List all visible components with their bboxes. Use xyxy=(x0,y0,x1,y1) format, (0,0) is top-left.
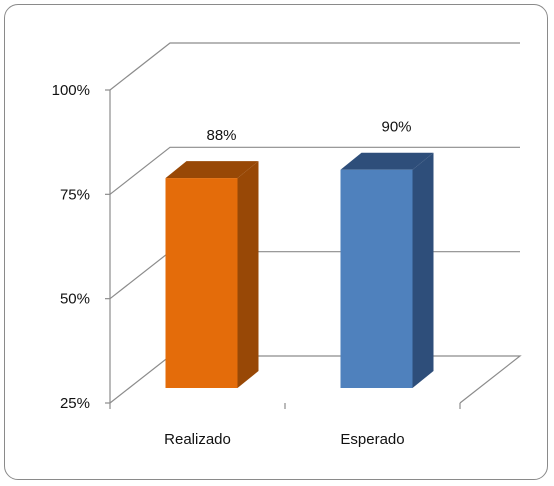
bar-top-face xyxy=(340,152,434,170)
labels: 88% Realizado 90% Esperado xyxy=(164,119,411,448)
y-tick-label: 25% xyxy=(60,395,90,412)
x-tick-label: Realizado xyxy=(164,431,231,448)
y-tick-label: 100% xyxy=(52,82,90,99)
data-label: 88% xyxy=(206,127,236,144)
gridline-100 xyxy=(109,42,520,91)
bars xyxy=(165,152,434,388)
bar-realizado xyxy=(165,161,259,388)
gridline-75 xyxy=(109,146,520,195)
axes: 25% 50% 75% 100% xyxy=(52,82,461,412)
bar-front-face xyxy=(340,169,413,388)
x-tick-label: Esperado xyxy=(340,431,404,448)
chart-frame xyxy=(4,4,548,480)
y-tick-label: 75% xyxy=(60,186,90,203)
y-tick-label: 50% xyxy=(60,291,90,308)
bar-side-face xyxy=(237,161,259,388)
data-label: 90% xyxy=(381,119,411,136)
bar-esperado xyxy=(340,152,434,388)
bar-front-face xyxy=(165,178,238,388)
bar-side-face xyxy=(412,152,434,388)
bar-top-face xyxy=(165,161,259,179)
